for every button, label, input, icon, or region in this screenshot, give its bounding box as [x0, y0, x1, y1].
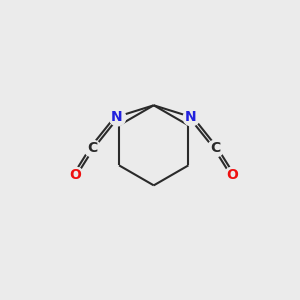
Text: C: C: [87, 141, 97, 155]
Text: N: N: [111, 110, 123, 124]
Text: C: C: [210, 141, 220, 155]
Text: N: N: [185, 110, 197, 124]
Text: O: O: [226, 168, 238, 182]
Text: O: O: [69, 168, 81, 182]
